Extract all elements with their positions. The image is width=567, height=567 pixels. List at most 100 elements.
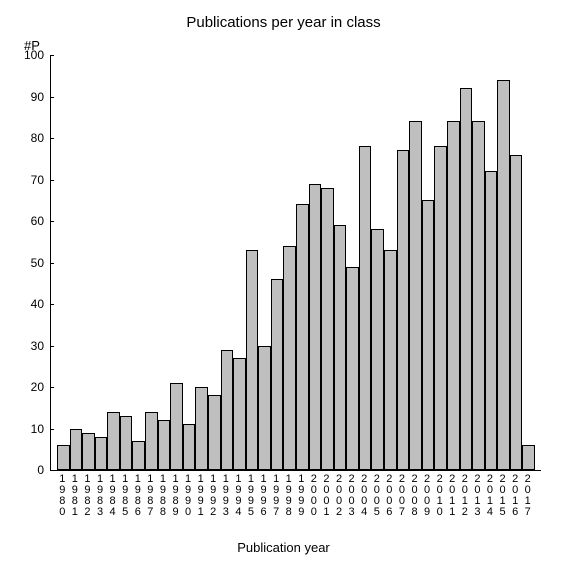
bar — [472, 121, 485, 470]
x-tick-label: 1986 — [132, 474, 144, 518]
bar — [233, 358, 246, 470]
y-tick-label: 10 — [0, 423, 50, 435]
bar — [120, 416, 133, 470]
x-tick-label: 2013 — [471, 474, 483, 518]
x-tick-label: 1993 — [220, 474, 232, 518]
y-tick-mark — [50, 55, 54, 56]
x-tick-label: 1983 — [94, 474, 106, 518]
bar — [258, 346, 271, 471]
bar — [57, 445, 70, 470]
y-tick-mark — [50, 263, 54, 264]
bar — [183, 424, 196, 470]
x-tick-label: 1990 — [182, 474, 194, 518]
bar — [447, 121, 460, 470]
plot-area — [50, 55, 541, 471]
bar — [309, 184, 322, 470]
x-tick-label: 2000 — [308, 474, 320, 518]
y-tick-label: 0 — [0, 464, 50, 476]
x-tick-label: 2011 — [446, 474, 458, 518]
bar — [208, 395, 221, 470]
y-tick-mark — [50, 387, 54, 388]
x-tick-label: 1996 — [258, 474, 270, 518]
x-tick-label: 2001 — [320, 474, 332, 518]
x-tick-label: 2010 — [434, 474, 446, 518]
bar — [82, 433, 95, 470]
y-tick-mark — [50, 429, 54, 430]
y-tick-label: 100 — [0, 49, 50, 61]
x-tick-label: 1988 — [157, 474, 169, 518]
bar — [397, 150, 410, 470]
x-tick-label: 1985 — [119, 474, 131, 518]
chart-title: Publications per year in class — [0, 14, 567, 31]
x-axis-label: Publication year — [0, 540, 567, 555]
x-tick-label: 2007 — [396, 474, 408, 518]
bar — [271, 279, 284, 470]
x-tick-label: 2014 — [484, 474, 496, 518]
y-tick-label: 70 — [0, 174, 50, 186]
bar — [195, 387, 208, 470]
y-tick-label: 80 — [0, 132, 50, 144]
y-tick-mark — [50, 346, 54, 347]
bar — [170, 383, 183, 470]
bar — [346, 267, 359, 470]
y-tick-mark — [50, 180, 54, 181]
bar — [485, 171, 498, 470]
y-tick-label: 20 — [0, 381, 50, 393]
y-tick-label: 30 — [0, 340, 50, 352]
x-tick-label: 2006 — [383, 474, 395, 518]
y-tick-mark — [50, 97, 54, 98]
bar — [359, 146, 372, 470]
x-tick-label: 1995 — [245, 474, 257, 518]
bar — [107, 412, 120, 470]
bar — [246, 250, 259, 470]
bar — [145, 412, 158, 470]
x-tick-label: 1994 — [232, 474, 244, 518]
x-tick-label: 2016 — [509, 474, 521, 518]
x-tick-label: 1992 — [207, 474, 219, 518]
y-tick-mark — [50, 221, 54, 222]
bar — [460, 88, 473, 470]
x-tick-label: 1984 — [107, 474, 119, 518]
x-tick-label: 2002 — [333, 474, 345, 518]
bar — [321, 188, 334, 470]
x-tick-label: 2008 — [409, 474, 421, 518]
bar — [158, 420, 171, 470]
bar — [95, 437, 108, 470]
bar — [510, 155, 523, 470]
bar — [497, 80, 510, 470]
y-tick-mark — [50, 304, 54, 305]
bar — [70, 429, 83, 471]
x-tick-label: 2012 — [459, 474, 471, 518]
bar — [221, 350, 234, 470]
y-tick-mark — [50, 470, 54, 471]
x-tick-label: 2004 — [358, 474, 370, 518]
x-tick-label: 1980 — [56, 474, 68, 518]
y-tick-label: 60 — [0, 215, 50, 227]
bar — [422, 200, 435, 470]
y-tick-label: 40 — [0, 298, 50, 310]
bar — [434, 146, 447, 470]
x-tick-label: 1981 — [69, 474, 81, 518]
x-tick-label: 1987 — [144, 474, 156, 518]
x-tick-label: 2015 — [497, 474, 509, 518]
x-tick-label: 1989 — [170, 474, 182, 518]
y-tick-label: 50 — [0, 257, 50, 269]
bar — [371, 229, 384, 470]
y-tick-mark — [50, 138, 54, 139]
x-tick-label: 1997 — [270, 474, 282, 518]
bar — [296, 204, 309, 470]
bar — [522, 445, 535, 470]
y-tick-label: 90 — [0, 91, 50, 103]
bar-chart: Publications per year in class #P Public… — [0, 0, 567, 567]
x-tick-label: 2009 — [421, 474, 433, 518]
x-tick-label: 2017 — [522, 474, 534, 518]
x-tick-label: 1991 — [195, 474, 207, 518]
bar — [384, 250, 397, 470]
x-tick-label: 1982 — [81, 474, 93, 518]
x-tick-label: 1999 — [295, 474, 307, 518]
bar — [283, 246, 296, 470]
bar — [132, 441, 145, 470]
bar — [409, 121, 422, 470]
x-tick-label: 2005 — [371, 474, 383, 518]
bar — [334, 225, 347, 470]
